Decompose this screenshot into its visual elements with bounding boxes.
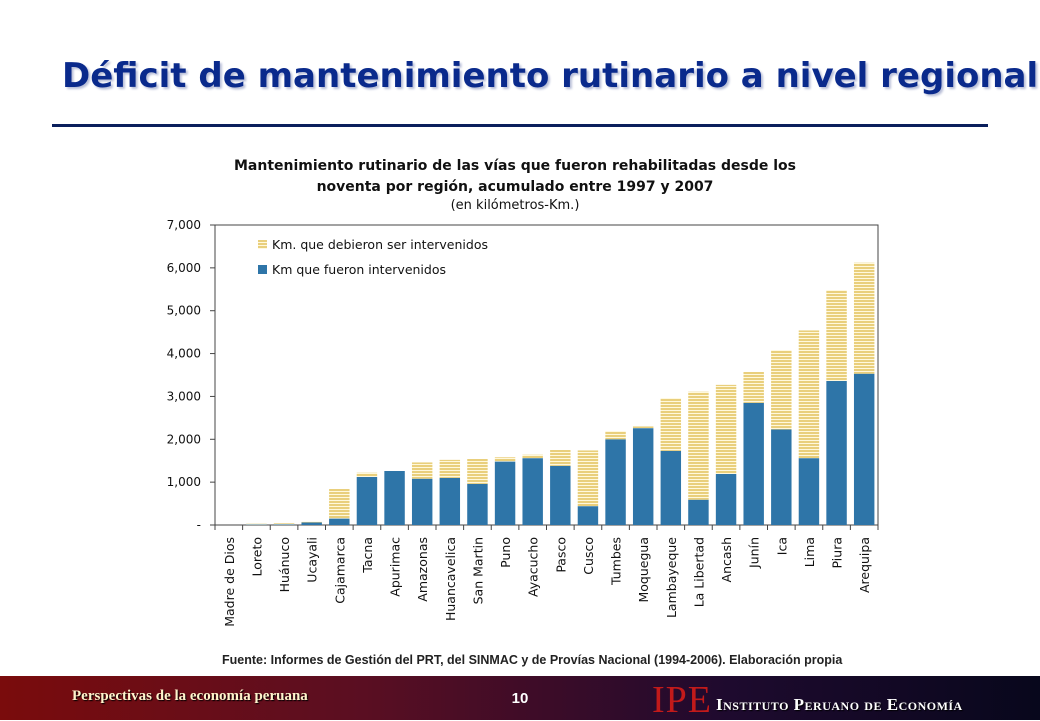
y-tick-label: -	[197, 518, 201, 532]
page-number: 10	[500, 690, 540, 707]
bar-intervened	[384, 471, 404, 525]
x-tick-label: Huánuco	[277, 537, 292, 592]
bar-pending	[274, 523, 294, 524]
y-tick-label: 3,000	[167, 389, 201, 403]
bar-pending	[301, 522, 321, 523]
stacked-bar-chart: - 1,000 2,000 3,000 4,000 5,000 6,000 7,000 Madr…	[0, 0, 1040, 650]
bar-intervened	[274, 524, 294, 525]
bar-intervened	[854, 374, 874, 525]
bar-pending	[440, 460, 460, 478]
x-tick-label: Amazonas	[415, 537, 430, 602]
x-tick-label: Ancash	[719, 537, 734, 582]
bar-intervened	[412, 479, 432, 525]
x-tick-label: Junín	[747, 537, 762, 569]
x-tick-label: La Libertad	[691, 537, 706, 607]
bar-intervened	[522, 458, 542, 525]
bar-intervened	[716, 474, 736, 525]
x-tick-label: Pasco	[553, 537, 568, 573]
legend-swatch	[258, 240, 267, 249]
y-tick-label: 2,000	[167, 432, 201, 446]
x-tick-label: Ica	[774, 537, 789, 555]
bar-pending	[771, 350, 791, 429]
bar-intervened	[301, 522, 321, 525]
bar-pending	[467, 459, 487, 484]
bar-pending	[412, 462, 432, 478]
y-tick-label: 1,000	[167, 475, 201, 489]
bar-pending	[661, 398, 681, 451]
x-tick-label: Cajamarca	[332, 537, 347, 604]
bar-intervened	[440, 478, 460, 525]
legend-swatch	[258, 265, 267, 274]
bar-intervened	[771, 429, 791, 525]
bar-intervened	[688, 500, 708, 525]
bar-intervened	[550, 466, 570, 525]
bar-pending	[495, 457, 515, 461]
bar-intervened	[329, 519, 349, 525]
bar-pending	[550, 450, 570, 466]
ipe-logo-name: Instituto Peruano de Economía	[716, 695, 963, 715]
bar-intervened	[578, 506, 598, 525]
x-tick-label: Arequipa	[857, 537, 872, 593]
bar-pending	[743, 372, 763, 403]
x-tick-label: Tacna	[360, 537, 375, 574]
bar-pending	[246, 524, 266, 525]
bar-pending	[522, 455, 542, 458]
bar-pending	[357, 473, 377, 477]
x-tick-label: San Martin	[470, 537, 485, 604]
bar-intervened	[743, 403, 763, 525]
bar-intervened	[605, 439, 625, 525]
bar-pending	[605, 431, 625, 439]
source-note: Fuente: Informes de Gestión del PRT, del…	[222, 653, 842, 667]
y-tick-label: 4,000	[167, 347, 201, 361]
bar-pending	[329, 489, 349, 519]
x-tick-label: Lambayeque	[664, 537, 679, 618]
y-tick-label: 6,000	[167, 261, 201, 275]
x-tick-label: Lima	[802, 537, 817, 567]
bar-pending	[633, 426, 653, 428]
x-tick-label: Ayacucho	[526, 537, 541, 597]
x-tick-label: Loreto	[249, 537, 264, 577]
bar-pending	[799, 330, 819, 458]
bar-intervened	[799, 458, 819, 525]
bar-pending	[578, 450, 598, 506]
x-tick-label: Puno	[498, 537, 513, 568]
bar-intervened	[467, 484, 487, 525]
bar-intervened	[826, 381, 846, 525]
y-tick-label: 5,000	[167, 304, 201, 318]
x-tick-label: Piura	[830, 537, 845, 568]
x-tick-label: Apurimac	[388, 537, 403, 597]
x-tick-label: Moquegua	[636, 537, 651, 603]
x-tick-label: Cusco	[581, 537, 596, 575]
footer-title: Perspectivas de la economía peruana	[72, 688, 308, 705]
x-tick-label: Madre de Dios	[222, 537, 237, 627]
legend-label: Km que fueron intervenidos	[272, 262, 446, 277]
bar-intervened	[495, 462, 515, 525]
bar-pending	[826, 290, 846, 381]
y-tick-label: 7,000	[167, 218, 201, 232]
bar-pending	[854, 263, 874, 374]
ipe-logo: IPE	[652, 680, 712, 720]
x-tick-label: Huancavelica	[443, 537, 458, 621]
bar-pending	[688, 392, 708, 500]
x-tick-label: Tumbes	[609, 537, 624, 586]
bar-intervened	[661, 451, 681, 525]
bar-intervened	[357, 477, 377, 525]
bar-intervened	[633, 428, 653, 525]
x-tick-label: Ucayali	[305, 537, 320, 583]
legend-label: Km. que debieron ser intervenidos	[272, 237, 488, 252]
bar-pending	[716, 385, 736, 474]
